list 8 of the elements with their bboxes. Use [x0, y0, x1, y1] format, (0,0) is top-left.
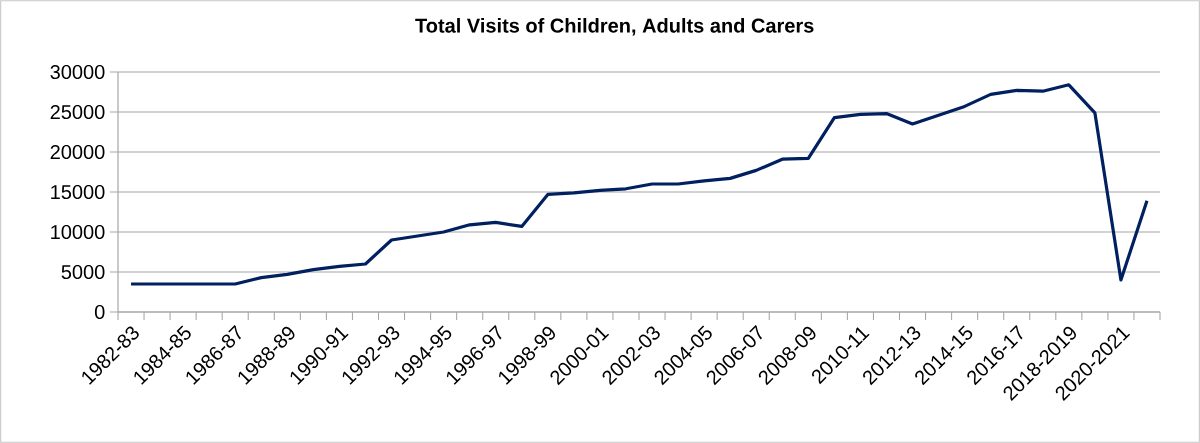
- y-tick-label: 30000: [50, 64, 105, 80]
- y-tick-label: 20000: [50, 144, 105, 160]
- y-tick-label: 5000: [61, 264, 105, 280]
- chart-title: Total Visits of Children, Adults and Carers: [415, 18, 814, 36]
- y-tick-label: 10000: [51, 224, 105, 240]
- y-tick-label: 15000: [51, 184, 105, 200]
- y-tick-label: 25000: [50, 104, 105, 120]
- y-tick-label: 0: [94, 304, 105, 320]
